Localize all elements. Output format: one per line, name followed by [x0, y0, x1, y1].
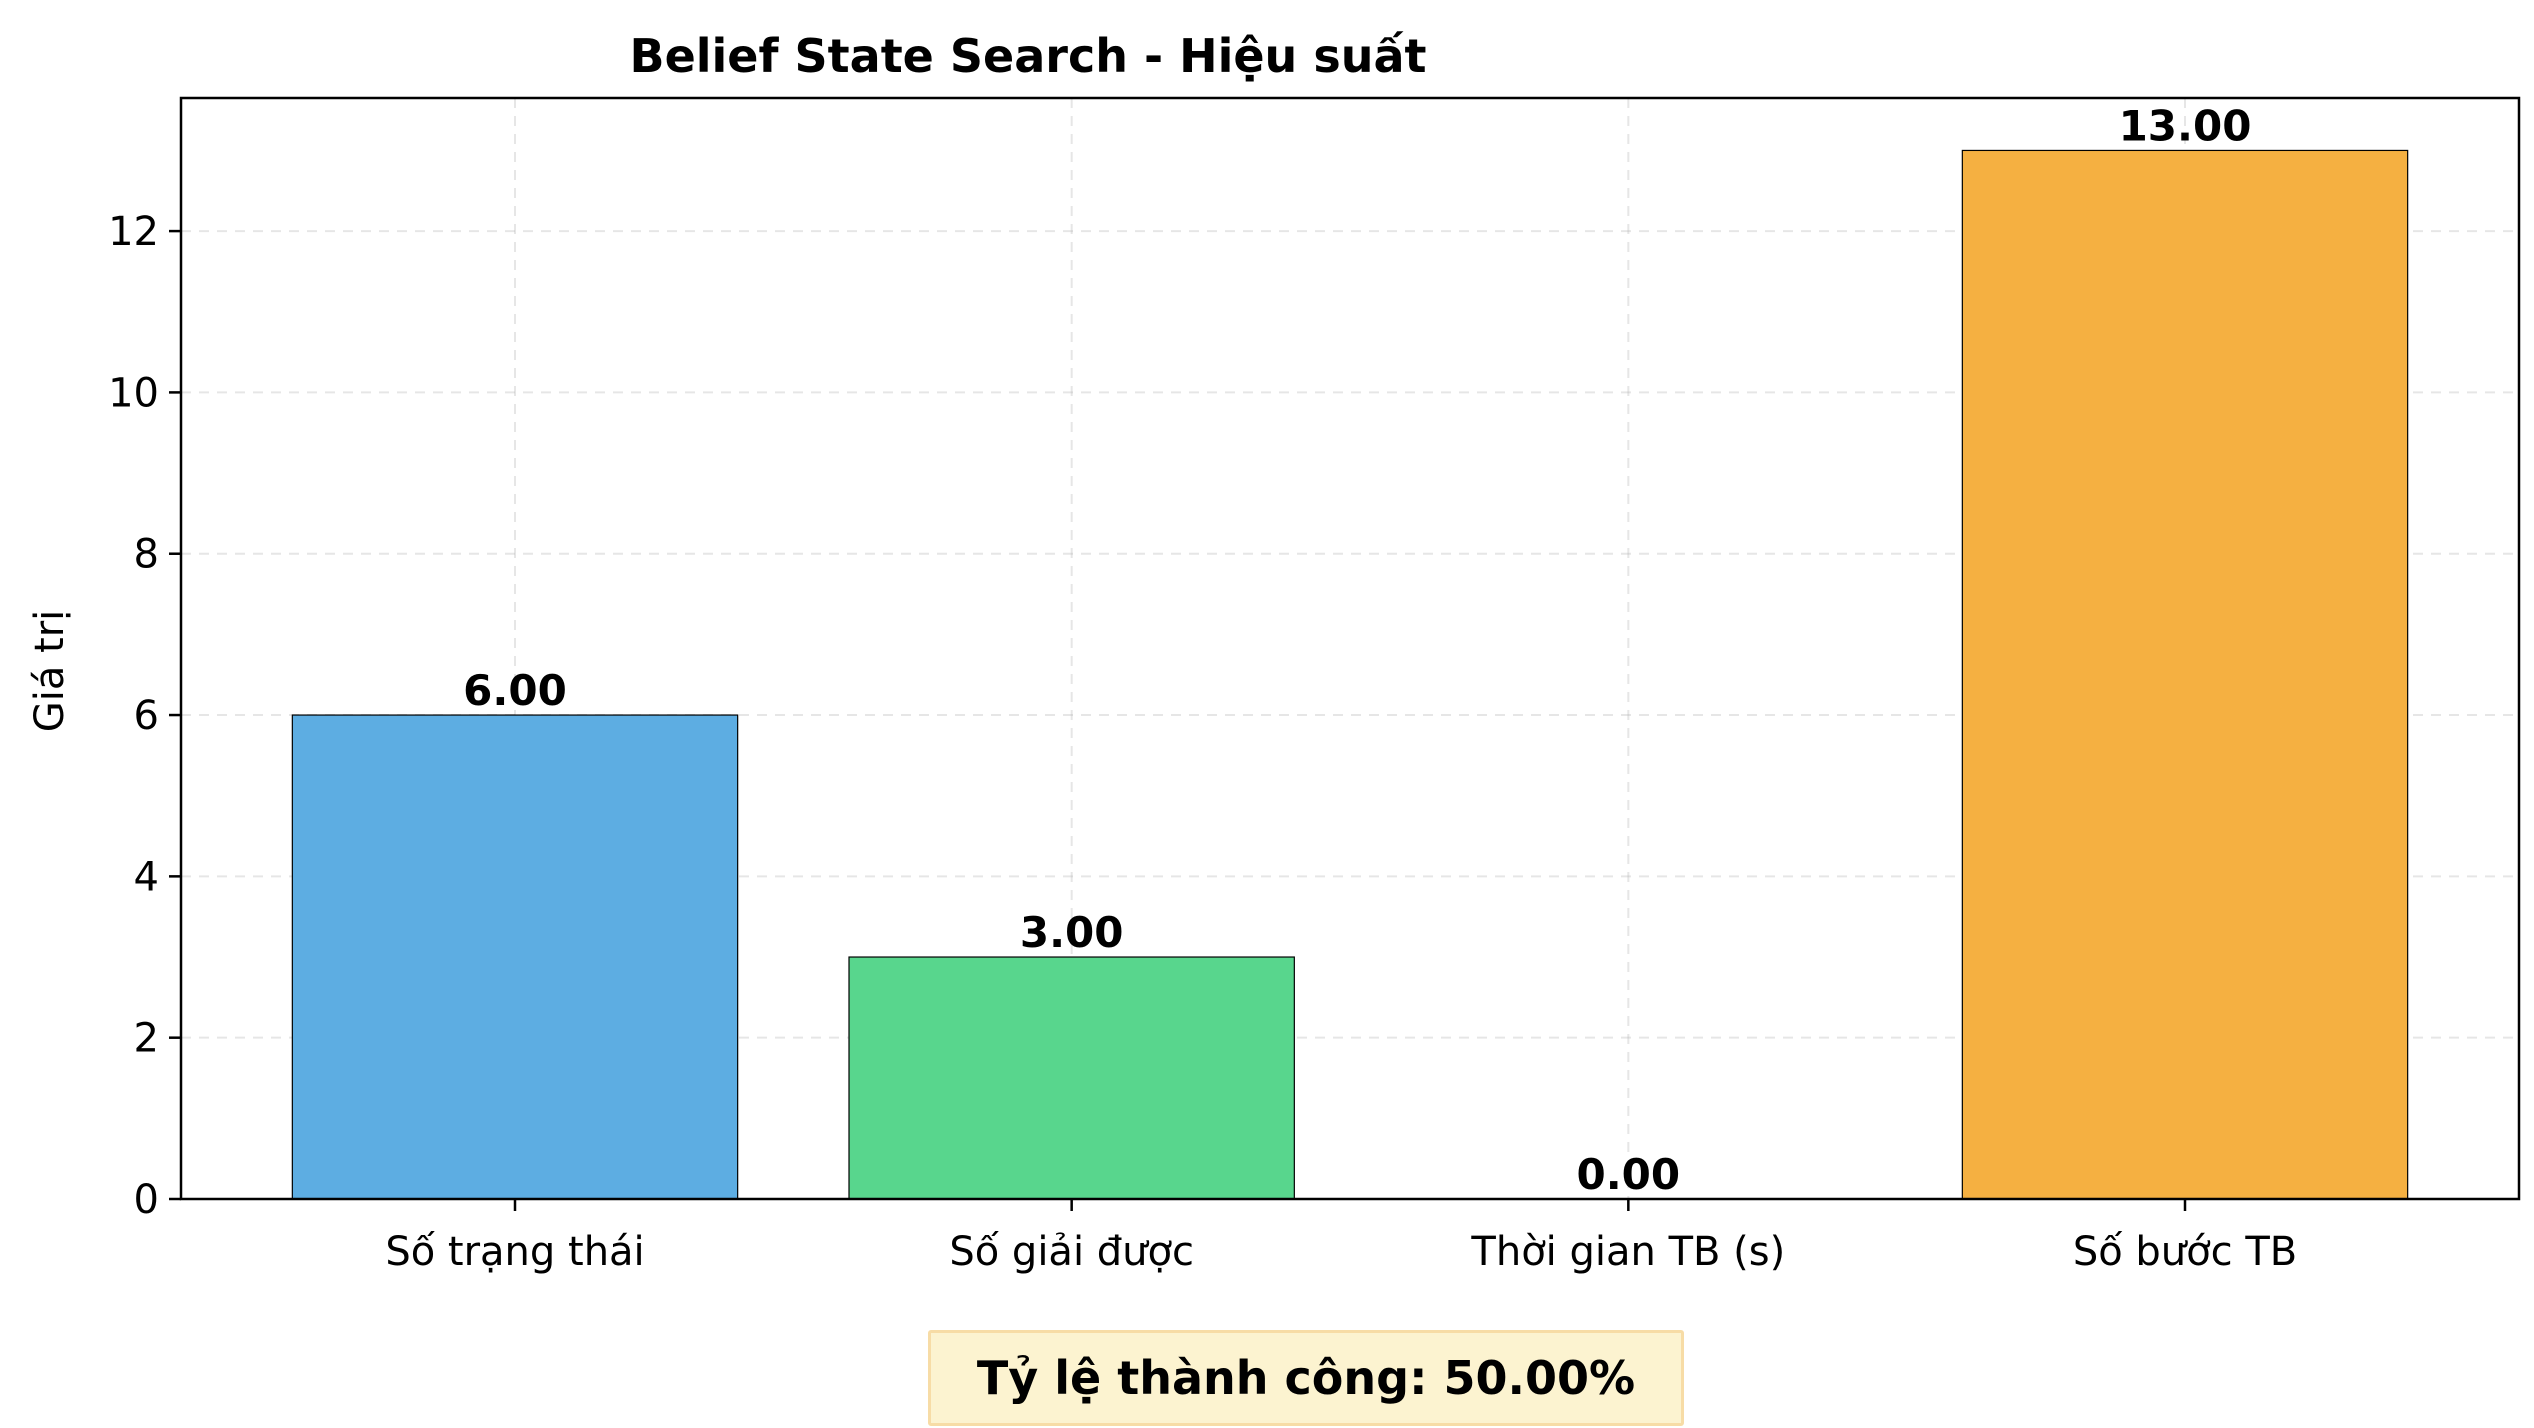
bar [848, 956, 1295, 1200]
y-tick-label: 2 [134, 1016, 159, 1062]
y-tick-label: 12 [108, 209, 159, 255]
y-tick-label: 4 [134, 854, 159, 900]
labels: 6.00 3.00 0.00 13.00 0 2 4 6 8 10 12 Số trạng thái S… [108, 101, 2297, 1275]
bar-value-label: 6.00 [463, 666, 567, 715]
x-tick-label: Số trạng thái [385, 1229, 644, 1275]
bar [291, 714, 739, 1200]
y-tick-label: 0 [134, 1177, 159, 1223]
bars [291, 149, 2409, 1200]
y-tick-label: 6 [134, 693, 159, 739]
y-tick-label: 10 [108, 370, 159, 416]
chart-title: Belief State Search - Hiệu suất [630, 29, 1427, 83]
bar-value-label: 13.00 [2119, 101, 2252, 150]
plot-frame [179, 96, 2521, 1201]
x-tick-label: Số giải được [949, 1229, 1194, 1275]
bar [1961, 149, 2409, 1200]
y-tick-label: 8 [134, 532, 159, 578]
success-rate-text: Tỷ lệ thành công: 50.00% [976, 1351, 1636, 1405]
success-rate-box: Tỷ lệ thành công: 50.00% [928, 1330, 1684, 1426]
axes [169, 96, 2521, 1211]
bar-value-label: 0.00 [1577, 1150, 1681, 1199]
bar-value-label: 3.00 [1020, 908, 1124, 957]
x-tick-label: Số bước TB [2073, 1229, 2297, 1275]
x-tick-label: Thời gian TB (s) [1470, 1229, 1785, 1275]
y-axis-label: Giá trị [27, 610, 73, 733]
